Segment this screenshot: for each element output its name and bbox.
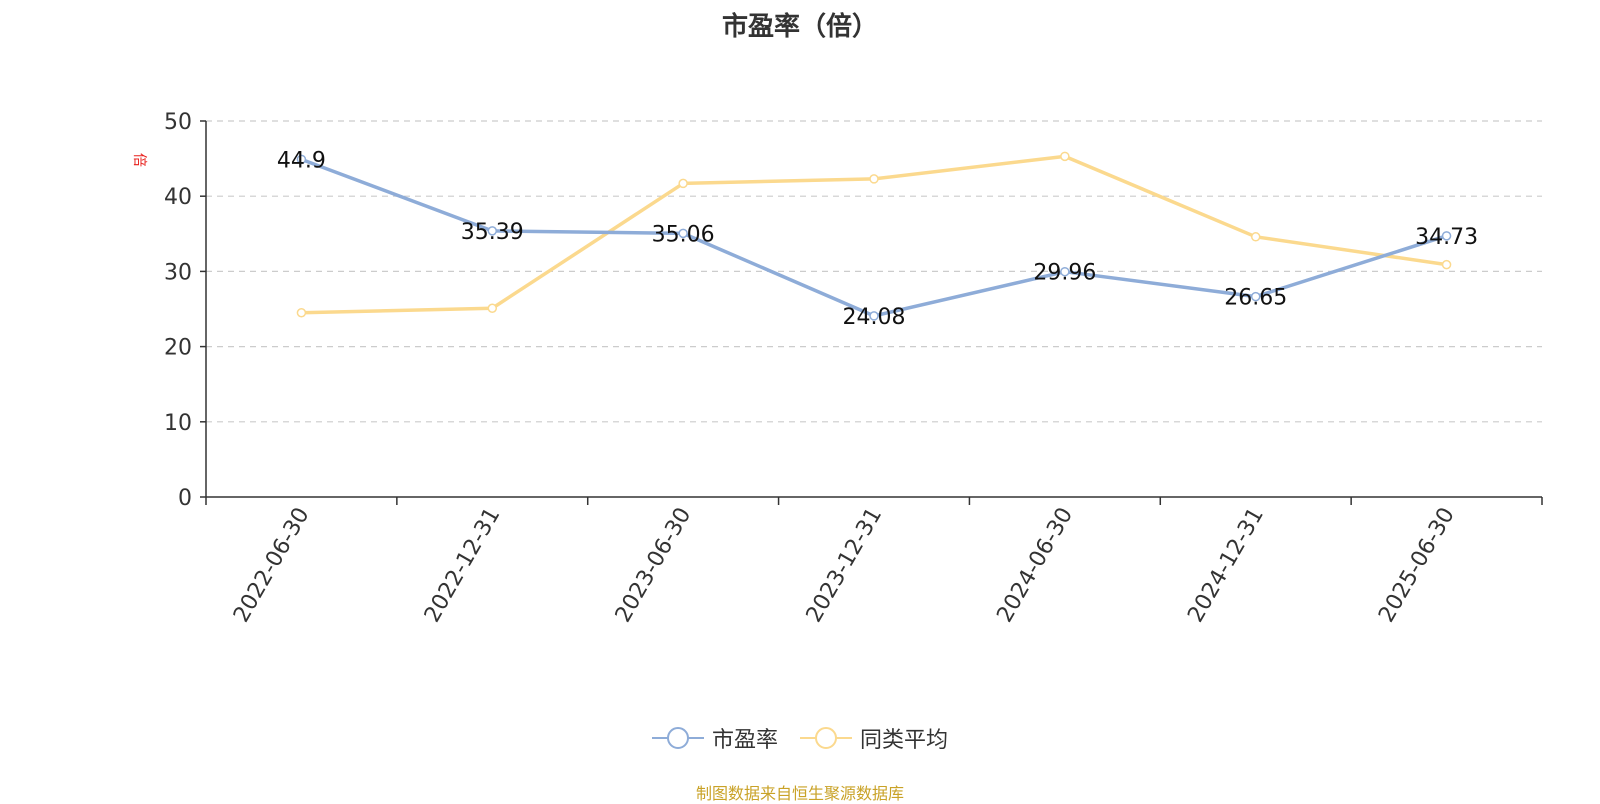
data-point-0	[1060, 266, 1070, 277]
data-point-1	[1060, 151, 1070, 162]
x-tick-label: 2024-06-30	[992, 504, 1078, 627]
y-tick-label: 20	[164, 336, 192, 361]
data-label: 44.9	[277, 148, 326, 173]
legend-label-pe: 市盈率	[711, 728, 778, 753]
data-point-1	[1250, 232, 1261, 242]
source-note: 制图数据来自恒生聚源数据库	[695, 784, 904, 803]
data-label: 35.06	[652, 222, 715, 247]
data-label: 29.96	[1033, 261, 1096, 286]
x-tick-label: 2023-06-30	[611, 504, 697, 627]
y-tick-label: 50	[164, 110, 192, 135]
legend-item-pe[interactable]: 市盈率	[651, 722, 778, 754]
data-point-1	[869, 174, 879, 184]
data-label: 26.65	[1224, 286, 1287, 311]
x-tick-label: 2023-12-31	[802, 504, 888, 627]
legend-label-peer-average: 同类平均	[860, 728, 949, 753]
data-point-0	[296, 154, 307, 165]
legend-item-peer-average[interactable]: 同类平均	[800, 722, 948, 754]
data-point-0	[1250, 291, 1261, 302]
x-tick-label: 2025-06-30	[1374, 504, 1460, 627]
data-point-0	[1441, 231, 1452, 241]
chart-title: 市盈率（倍）	[721, 12, 878, 42]
line-chart: 0 10 20 30 40 50 2022-06-30 2022-12-31 2023-06-3…	[164, 110, 1543, 627]
legend-line-circle-icon	[651, 727, 704, 749]
legend-line-circle-icon	[800, 727, 852, 749]
y-tick-label: 30	[164, 260, 192, 285]
data-label: 35.39	[461, 220, 524, 245]
data-point-0	[487, 226, 498, 236]
data-point-0	[869, 311, 879, 321]
y-tick-label: 0	[178, 486, 192, 511]
x-tick-label: 2024-12-31	[1183, 504, 1269, 627]
data-label: 34.73	[1415, 225, 1478, 250]
data-label: 24.08	[843, 305, 906, 330]
data-point-1	[1441, 259, 1452, 270]
x-tick-label: 2022-06-30	[229, 504, 315, 627]
data-point-1	[487, 303, 498, 313]
y-tick-label: 10	[164, 411, 192, 436]
data-point-1	[678, 178, 688, 189]
data-point-1	[296, 308, 307, 318]
x-tick-label: 2022-12-31	[420, 504, 506, 627]
legend: 市盈率 同类平均	[0, 722, 1600, 754]
y-tick-label: 40	[164, 185, 192, 210]
data-point-0	[678, 228, 688, 239]
